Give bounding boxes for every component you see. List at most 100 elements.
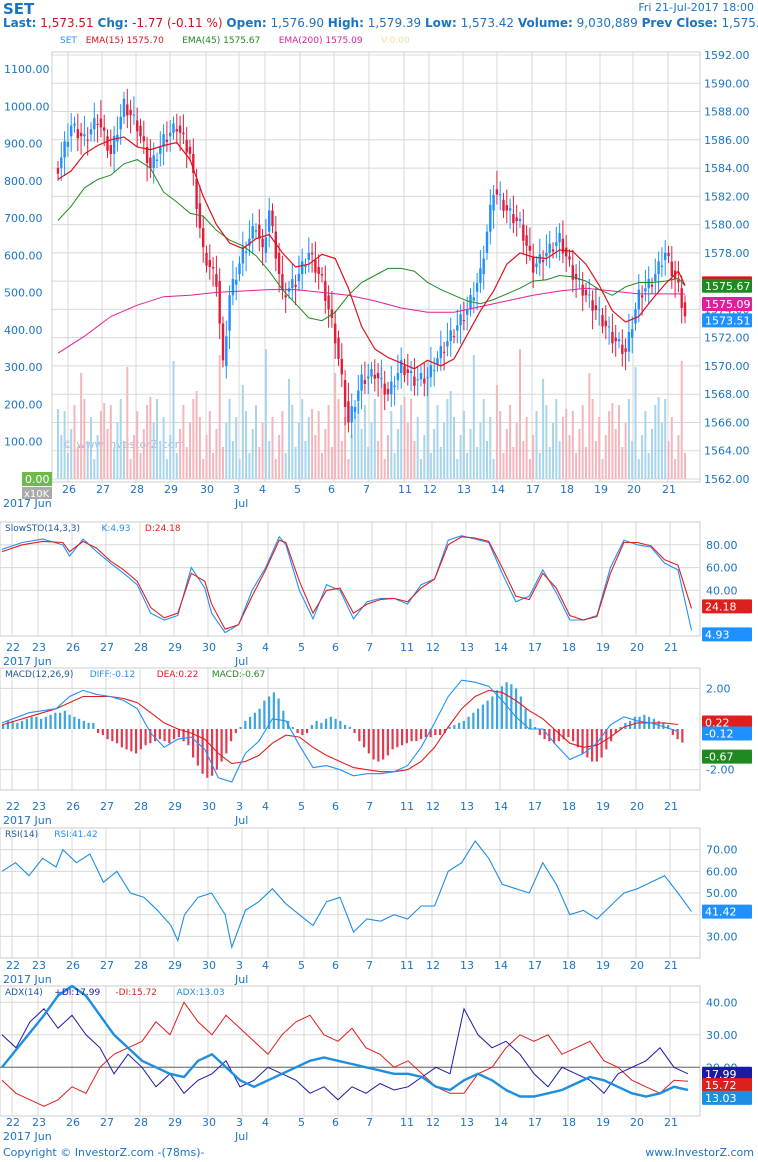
- macd-tick-1: 2.00: [706, 682, 731, 695]
- candle-body: [456, 325, 459, 331]
- candle-body: [416, 379, 419, 381]
- price-legend-0: SET: [60, 36, 77, 46]
- volume-zero-tag-bg: [22, 472, 52, 486]
- price-xlabel-18: 21: [662, 483, 676, 496]
- macd-hist-bar: [467, 716, 470, 729]
- volume-bar: [575, 453, 578, 479]
- volume-bar: [548, 447, 551, 479]
- volume-bar: [231, 441, 234, 479]
- candle-body: [238, 263, 241, 275]
- macd-xlabel-7: 3: [236, 800, 243, 813]
- rsi-xlabel-5: 29: [168, 959, 182, 972]
- candle-body: [409, 370, 413, 373]
- macd-hist-bar: [486, 700, 489, 729]
- macd-hist-bar: [239, 726, 242, 729]
- macd-hist-bar: [405, 729, 408, 744]
- volume-bar: [307, 417, 310, 479]
- candle-body: [136, 120, 139, 132]
- footer-site-link[interactable]: www.InvestorZ.com: [645, 1146, 754, 1159]
- candle-body: [182, 132, 185, 135]
- volume-bar: [426, 361, 429, 479]
- macd-value-tag-2-bg: [702, 749, 752, 764]
- volume-bar: [80, 373, 83, 479]
- adx-value-tag-0-bg: [702, 1066, 752, 1081]
- volume-bar: [581, 405, 584, 479]
- volume-bar: [680, 361, 683, 479]
- volume-bar: [565, 409, 568, 479]
- candle-body: [502, 199, 505, 211]
- volume-bar: [189, 423, 191, 479]
- price-xlabel-4: 30: [200, 483, 214, 496]
- macd-hist-bar: [106, 729, 109, 740]
- macd-hist-bar: [149, 729, 152, 744]
- adx-value-tag-0: 17.99: [705, 1068, 737, 1081]
- sto-xlabel-2: 26: [66, 641, 80, 654]
- candle-body: [512, 214, 515, 224]
- volume-bar: [552, 423, 554, 479]
- sto-xlabel-15: 14: [494, 641, 508, 654]
- candle-body: [310, 252, 314, 255]
- macd-hist-bar: [439, 729, 442, 736]
- price-tick-0: 1562.00: [704, 473, 750, 486]
- macd-hist-bar: [325, 718, 328, 729]
- candle-body: [584, 289, 588, 296]
- volume-bar: [139, 453, 142, 479]
- volume-bar: [370, 423, 373, 479]
- macd-hist-bar: [519, 696, 522, 729]
- rsi-xlabel-11: 7: [366, 959, 373, 972]
- macd-hist-bar: [377, 729, 380, 762]
- volume-bar: [357, 403, 360, 479]
- volume-bar: [198, 417, 201, 479]
- candle-body: [192, 153, 195, 174]
- volume-bar: [684, 453, 686, 479]
- volume-bar: [416, 417, 419, 479]
- volume-bar: [377, 441, 380, 479]
- macd-hist-bar: [263, 700, 266, 729]
- candle-body: [680, 288, 683, 308]
- candle-body: [99, 118, 103, 128]
- volume-bar: [423, 435, 426, 479]
- candle-body: [357, 390, 360, 402]
- macd-hist-bar: [120, 729, 123, 748]
- sto-xlabel-14: 13: [460, 641, 474, 654]
- candle-body: [297, 274, 301, 282]
- macd-hist-bar: [291, 726, 294, 729]
- macd-diff-line: [1, 679, 679, 783]
- candle-body: [591, 300, 594, 311]
- price-xlabel-16: 19: [594, 483, 608, 496]
- volume-unit-tag-bg: [22, 487, 52, 499]
- macd-hist-bar: [500, 686, 503, 729]
- volume-bar: [400, 405, 403, 479]
- volume-bar: [489, 417, 492, 479]
- candle-body: [383, 383, 386, 395]
- rsi-legend-1: RSI:41.42: [54, 830, 97, 840]
- adx-xlabel-2: 26: [66, 1116, 80, 1129]
- volume-bar: [644, 411, 647, 479]
- candle-body: [231, 279, 235, 296]
- candle-body: [373, 374, 376, 379]
- volume-bar: [591, 399, 594, 479]
- macd-hist-bar: [215, 729, 218, 770]
- price-xlabel-14: 17: [526, 483, 540, 496]
- volume-bar: [119, 399, 122, 479]
- adx-xsub-1: Jul: [234, 1130, 248, 1143]
- price-xlabel-12: 13: [457, 483, 471, 496]
- candle-body: [640, 295, 644, 298]
- volume-bar: [76, 447, 79, 479]
- volume-bar: [558, 441, 561, 479]
- macd-hist-bar: [301, 729, 304, 736]
- macd-hist-bar: [386, 729, 389, 756]
- macd-xlabel-20: 21: [664, 800, 678, 813]
- candle-body: [367, 376, 370, 379]
- volume-label: Volume:: [517, 16, 573, 30]
- candle-body: [119, 116, 122, 130]
- volume-bar: [218, 355, 221, 479]
- volume-bar: [268, 441, 271, 479]
- rsi-xlabel-2: 26: [66, 959, 80, 972]
- candle-body: [63, 141, 66, 158]
- candle-body: [376, 373, 380, 379]
- candle-body: [644, 288, 647, 292]
- sto-xlabel-19: 20: [630, 641, 644, 654]
- macd-hist-bar: [358, 729, 361, 742]
